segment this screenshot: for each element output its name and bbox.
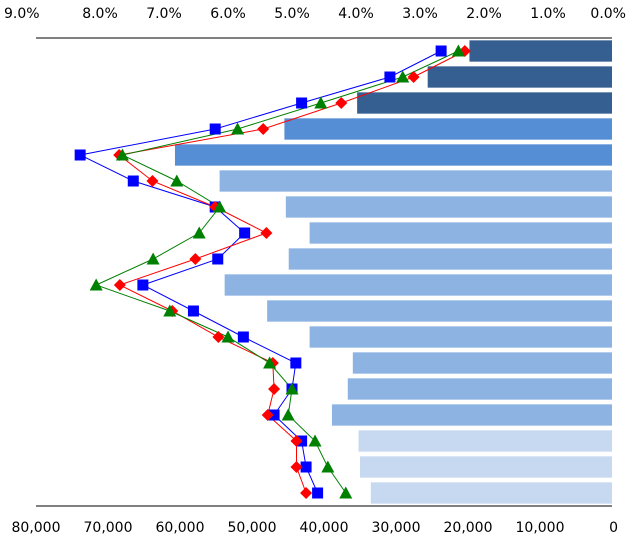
series-marker-diamond xyxy=(113,279,126,291)
bar xyxy=(219,170,612,192)
series-marker-triangle xyxy=(163,304,177,317)
series-marker-square xyxy=(239,227,251,239)
bottom-tick-label: 80,000 xyxy=(12,520,61,536)
bottom-tick-label: 50,000 xyxy=(228,520,277,536)
bar xyxy=(360,456,612,478)
series-line xyxy=(78,50,442,494)
top-tick-label: 8.0% xyxy=(82,6,118,22)
series-marker-diamond xyxy=(290,461,303,473)
series-marker-square xyxy=(268,409,280,421)
bar xyxy=(285,196,612,218)
top-axis-tick-labels: 9.0% 8.0% 7.0% 6.0% 5.0% 4.0% 3.0% 2.0% 1.0% 0.0% xyxy=(4,6,626,22)
top-tick-label: 3.0% xyxy=(402,6,438,22)
top-tick-label: 4.0% xyxy=(338,6,374,22)
bar xyxy=(358,430,612,452)
series-marker-square xyxy=(300,461,312,473)
bar xyxy=(267,300,612,322)
series-marker-square xyxy=(187,305,199,317)
series-marker-square xyxy=(384,71,396,83)
series-marker-diamond xyxy=(257,123,270,135)
series-marker-triangle xyxy=(192,226,206,239)
series-marker-diamond xyxy=(261,409,274,421)
series-marker-diamond xyxy=(260,227,273,239)
top-tick-label: 5.0% xyxy=(274,6,310,22)
series-marker-triangle xyxy=(89,278,103,291)
bottom-axis-tick-labels: 80,000 70,000 60,000 50,000 40,000 30,000 20,0… xyxy=(12,520,619,536)
bar xyxy=(357,92,612,114)
series-marker-square xyxy=(137,279,149,291)
series-marker-triangle xyxy=(170,174,184,187)
top-tick-label: 0.0% xyxy=(590,6,626,22)
bar xyxy=(427,66,612,88)
top-tick-label: 7.0% xyxy=(146,6,182,22)
top-tick-label: 6.0% xyxy=(210,6,246,22)
series-marker-triangle xyxy=(213,200,227,213)
series-marker-diamond xyxy=(335,97,348,109)
series-marker-triangle xyxy=(308,434,322,447)
bar xyxy=(174,144,612,166)
series-markers-group xyxy=(74,44,471,499)
bar xyxy=(352,352,612,374)
top-tick-label: 9.0% xyxy=(4,6,40,22)
bottom-tick-label: 40,000 xyxy=(300,520,349,536)
series-marker-diamond xyxy=(407,71,420,83)
bottom-tick-label: 20,000 xyxy=(444,520,493,536)
series-marker-diamond xyxy=(300,487,313,499)
series-marker-square xyxy=(435,45,447,57)
series-line xyxy=(94,50,459,494)
series-marker-triangle xyxy=(339,486,353,499)
bar xyxy=(331,404,612,426)
bar xyxy=(469,40,612,62)
series-marker-triangle xyxy=(451,44,465,57)
series-marker-square xyxy=(212,253,224,265)
series-marker-triangle xyxy=(396,70,410,83)
series-marker-square xyxy=(209,123,221,135)
series-marker-triangle xyxy=(321,460,335,473)
top-tick-label: 1.0% xyxy=(530,6,566,22)
series-marker-square xyxy=(312,487,324,499)
series-marker-triangle xyxy=(231,122,245,135)
series-marker-triangle xyxy=(221,330,235,343)
series-marker-square xyxy=(74,149,86,161)
series-marker-diamond xyxy=(189,253,202,265)
series-marker-diamond xyxy=(268,383,281,395)
bottom-tick-label: 70,000 xyxy=(84,520,133,536)
top-tick-label: 2.0% xyxy=(466,6,502,22)
series-marker-square xyxy=(296,97,308,109)
bar xyxy=(370,482,612,504)
bar xyxy=(224,274,612,296)
series-line xyxy=(118,50,466,494)
bottom-tick-label: 0 xyxy=(609,520,618,536)
bottom-tick-label: 60,000 xyxy=(156,520,205,536)
series-marker-triangle xyxy=(146,252,160,265)
bars-group xyxy=(174,40,612,504)
bar xyxy=(284,118,612,140)
bar xyxy=(309,222,612,244)
bottom-tick-label: 30,000 xyxy=(372,520,421,536)
series-marker-triangle xyxy=(285,382,299,395)
series-marker-triangle xyxy=(115,148,129,161)
series-marker-square xyxy=(237,331,249,343)
series-marker-square xyxy=(290,357,302,369)
series-marker-diamond xyxy=(146,175,159,187)
bottom-tick-label: 10,000 xyxy=(516,520,565,536)
bar xyxy=(309,326,612,348)
bar xyxy=(347,378,612,400)
series-lines-group xyxy=(78,50,466,494)
bar xyxy=(288,248,612,270)
series-marker-diamond xyxy=(212,331,225,343)
series-marker-triangle xyxy=(281,408,295,421)
series-marker-square xyxy=(127,175,139,187)
series-marker-triangle xyxy=(314,96,328,109)
series-marker-triangle xyxy=(263,356,277,369)
series-marker-diamond xyxy=(290,435,303,447)
